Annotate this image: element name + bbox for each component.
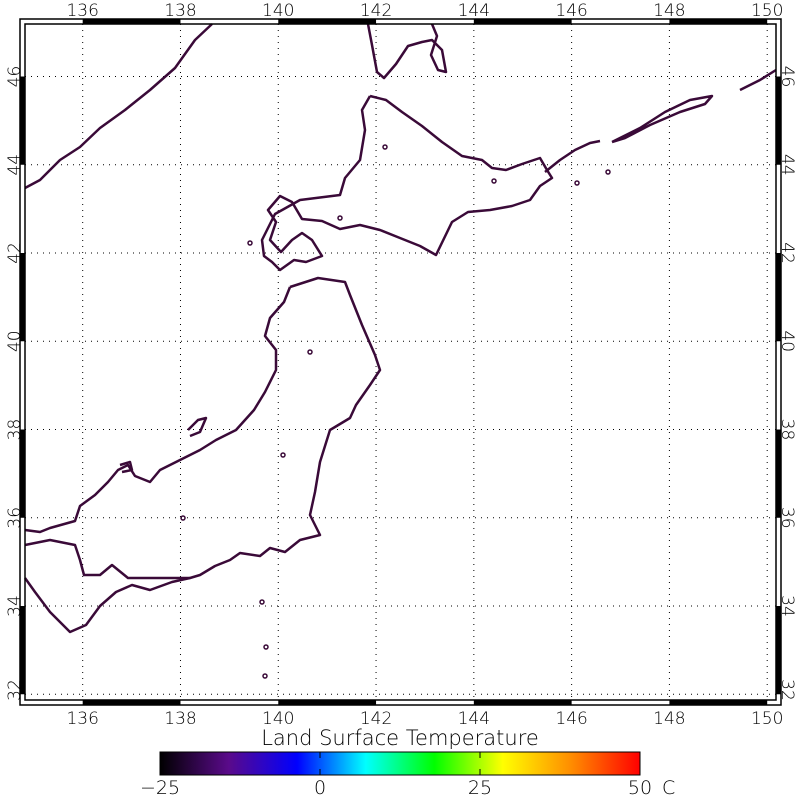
axis-tick-labels: 136 136 138 138 140 140 142 142 144 144 146 146 148 1…: [5, 1, 797, 729]
left-lat-label: 40: [5, 330, 25, 352]
top-lon-label: 144: [458, 1, 490, 21]
coastline-segment: [23, 576, 191, 634]
right-lat-label: 44: [777, 154, 797, 176]
right-lat-label: 36: [777, 507, 797, 529]
colorbar-tick-label: 0: [314, 777, 326, 799]
top-lon-label: 142: [360, 1, 392, 21]
colorbar-bar: [159, 751, 641, 776]
colorbar-tick-label: −25: [140, 777, 180, 799]
colorbar-tick-label: 25: [468, 777, 492, 799]
top-lon-label: 150: [751, 1, 783, 21]
right-lat-label: 34: [777, 595, 797, 617]
coastline-segment: [611, 94, 714, 144]
colorbar: Land Surface Temperature −25 0 25 50 C: [140, 726, 675, 799]
coastline-segment: [24, 23, 213, 190]
bottom-lon-label: 140: [262, 709, 294, 729]
colorbar-title: Land Surface Temperature: [261, 726, 539, 750]
island: [263, 644, 269, 650]
gridlines: [25, 24, 776, 700]
bottom-lon-label: 138: [164, 709, 196, 729]
bottom-lon-label: 142: [360, 709, 392, 729]
left-lat-label: 42: [5, 242, 25, 264]
right-lat-label: 32: [777, 679, 797, 701]
coastline: [23, 23, 777, 679]
left-lat-label: 44: [5, 154, 25, 176]
island: [247, 240, 253, 246]
island: [337, 215, 343, 221]
coastline-segment: [24, 286, 292, 534]
bottom-lon-label: 136: [66, 709, 98, 729]
coastline-segment: [544, 139, 601, 173]
left-lat-label: 34: [5, 595, 25, 617]
island: [382, 144, 388, 150]
bottom-lon-label: 150: [751, 709, 783, 729]
colorbar-tick-label: 50: [628, 777, 652, 799]
left-lat-label: 36: [5, 507, 25, 529]
island: [262, 673, 268, 679]
island: [180, 515, 186, 521]
left-lat-label: 32: [5, 679, 25, 701]
coastline-segment: [260, 94, 554, 272]
top-lon-label: 136: [66, 1, 98, 21]
bottom-lon-label: 144: [458, 709, 490, 729]
bottom-lon-label: 146: [555, 709, 587, 729]
top-lon-label: 138: [164, 1, 196, 21]
right-lat-label: 38: [777, 419, 797, 441]
left-lat-label: 38: [5, 419, 25, 441]
bottom-lon-label: 148: [653, 709, 685, 729]
left-lat-label: 46: [5, 66, 25, 88]
island: [491, 178, 497, 184]
coastline-segment: [187, 416, 208, 438]
top-lon-label: 148: [653, 1, 685, 21]
coastline-segment: [119, 460, 134, 474]
top-lon-label: 140: [262, 1, 294, 21]
coastline-segment: [366, 23, 448, 80]
colorbar-unit: C: [662, 777, 675, 799]
island: [280, 452, 286, 458]
right-lat-label: 42: [777, 242, 797, 264]
right-lat-label: 40: [777, 330, 797, 352]
island: [574, 180, 580, 186]
right-lat-label: 46: [777, 66, 797, 88]
island: [259, 599, 265, 605]
island: [307, 349, 313, 355]
top-lon-label: 146: [555, 1, 587, 21]
island: [605, 169, 611, 175]
coastline-segment: [24, 276, 382, 580]
coastline-segment: [739, 68, 777, 92]
map-frame: [19, 18, 782, 706]
